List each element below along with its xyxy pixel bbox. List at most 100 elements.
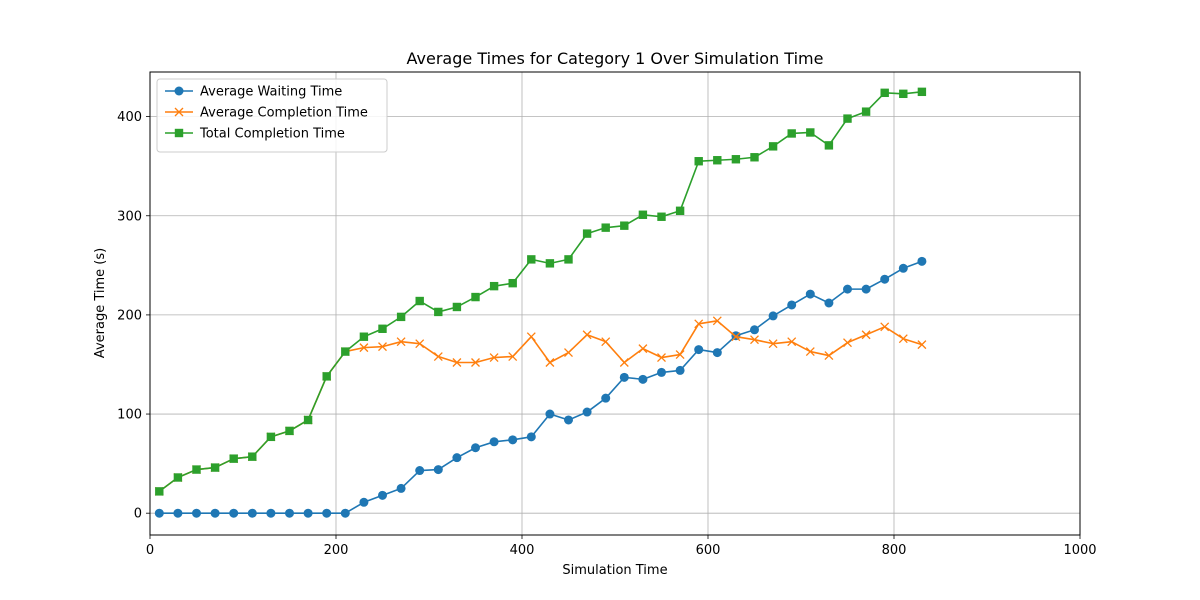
data-point-total-completion-time [285,426,294,436]
data-point-average-completion-time [619,358,629,367]
data-point-average-waiting-time [768,311,778,321]
legend-label: Average Waiting Time [200,85,342,100]
data-point-total-completion-time [713,156,722,165]
data-point-average-waiting-time [601,393,611,403]
legend-marker [174,128,184,138]
data-point-total-completion-time [471,292,480,302]
data-point-average-waiting-time [396,483,406,493]
data-point-average-waiting-time [824,298,834,308]
y-tick-label: 0 [134,507,142,522]
data-point-total-completion-time [415,296,424,306]
data-point-average-completion-time [452,358,462,367]
data-point-average-waiting-time [917,256,927,266]
grid [149,72,1081,535]
data-point-average-completion-time [824,351,834,361]
data-point-total-completion-time [359,332,369,341]
data-point-total-completion-time [248,452,257,461]
data-point-average-waiting-time [359,497,369,507]
data-point-average-completion-time [880,322,890,332]
legend-marker [174,86,184,96]
y-tick-label: 200 [117,308,142,323]
legend-marker [174,107,184,117]
data-point-average-completion-time [694,319,704,329]
data-point-average-waiting-time [638,374,648,384]
data-point-total-completion-time [322,372,331,381]
data-point-average-waiting-time [378,490,387,500]
data-point-average-waiting-time [322,508,332,518]
data-point-total-completion-time [787,129,796,138]
data-point-total-completion-time [564,255,573,264]
data-point-average-waiting-time [582,407,592,417]
data-point-total-completion-time [303,415,313,425]
legend-label: Total Completion Time [199,127,345,142]
data-point-total-completion-time [768,142,778,151]
data-point-average-completion-time [508,352,518,362]
ticks: 0 200 400 600 800 1000 0 100 200 300 400 [117,110,1096,558]
data-point-total-completion-time [341,347,350,356]
data-point-average-completion-time [898,334,908,344]
data-point-average-waiting-time [619,372,629,382]
series-average-waiting-time [154,256,927,518]
data-point-average-waiting-time [657,367,666,377]
data-point-average-waiting-time [247,508,257,518]
data-point-average-completion-time [359,343,369,353]
data-point-total-completion-time [266,432,276,442]
chart-title: Average Times for Category 1 Over Simula… [407,49,824,68]
data-point-average-waiting-time [285,508,294,518]
data-point-total-completion-time [545,259,555,268]
data-point-average-waiting-time [340,508,350,518]
data-point-average-waiting-time [898,263,908,273]
data-point-average-waiting-time [452,453,462,463]
data-point-average-completion-time [582,330,592,340]
legend-entry: Total Completion Time [165,127,345,142]
legend-entry: Average Waiting Time [165,85,342,100]
data-point-total-completion-time [508,278,517,288]
data-point-average-completion-time [601,337,611,347]
data-point-average-completion-time [675,350,685,360]
x-axis-label: Simulation Time [562,563,667,578]
data-point-average-waiting-time [694,345,704,355]
x-tick-label: 0 [146,543,154,558]
axes-frame [149,71,1081,536]
data-point-average-completion-time [731,332,741,342]
data-point-total-completion-time [675,206,685,216]
x-tick-label: 800 [882,543,907,558]
data-point-total-completion-time [210,463,220,472]
series-layer [154,87,927,518]
data-point-average-completion-time [433,352,443,362]
data-point-average-completion-time [564,348,573,358]
legend-label: Average Completion Time [200,106,368,121]
y-axis-label: Average Time (s) [93,248,108,358]
data-point-average-waiting-time [154,508,164,518]
data-point-total-completion-time [489,281,499,291]
data-point-total-completion-time [582,229,592,238]
data-point-average-completion-time [638,344,648,354]
data-point-average-completion-time [843,338,852,348]
series-total-completion-time [155,87,927,496]
data-point-average-waiting-time [545,409,555,419]
x-tick-label: 200 [324,543,349,558]
data-point-total-completion-time [620,221,629,230]
data-point-average-waiting-time [675,365,685,375]
data-point-average-waiting-time [266,508,276,518]
data-point-average-completion-time [489,353,499,362]
data-point-average-completion-time [545,358,555,367]
data-point-average-waiting-time [173,508,183,518]
data-point-total-completion-time [899,89,908,99]
data-point-average-waiting-time [712,348,722,358]
data-point-average-waiting-time [508,435,518,445]
data-point-average-waiting-time [192,508,201,518]
data-point-average-completion-time [378,342,387,352]
data-point-average-waiting-time [210,508,220,518]
data-point-total-completion-time [843,114,852,123]
data-point-total-completion-time [378,324,387,333]
data-point-total-completion-time [917,87,927,97]
data-point-total-completion-time [155,487,164,496]
legend: Average Waiting Time Average Completion T… [156,78,388,153]
legend-box [156,78,388,153]
data-point-average-completion-time [471,358,480,367]
data-point-total-completion-time [657,212,666,221]
data-point-average-completion-time [805,347,815,357]
x-tick-label: 1000 [1063,543,1096,558]
